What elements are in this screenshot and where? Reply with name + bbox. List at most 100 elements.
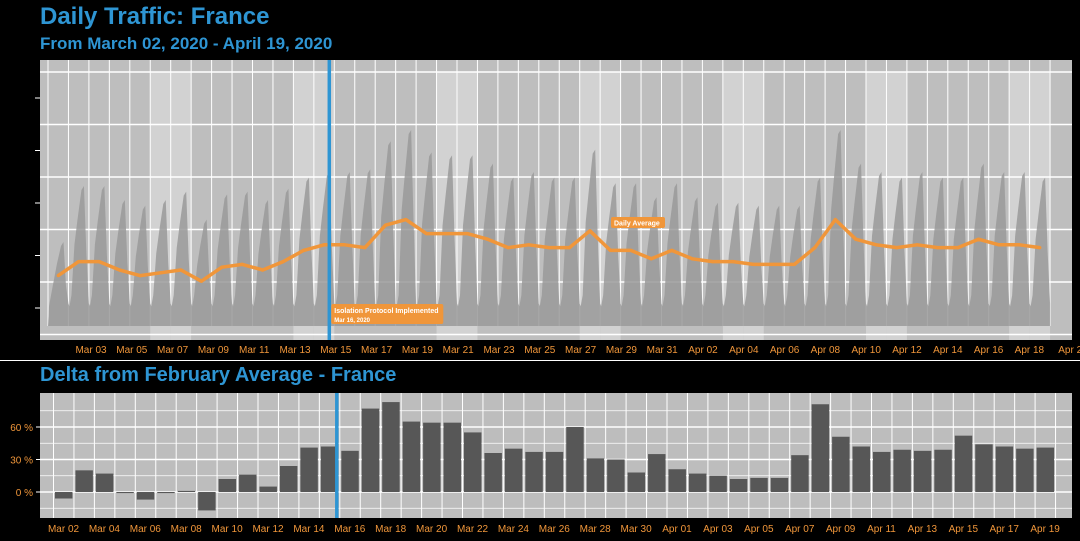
x-tick-label: Mar 03	[75, 345, 107, 356]
delta-bar	[402, 421, 421, 492]
delta-x-tick-label: Mar 06	[130, 524, 162, 535]
daily-average-label-box	[611, 217, 665, 228]
daily-average-point	[117, 268, 122, 272]
daily-average-point	[608, 248, 612, 252]
x-tick-label: Apr 16	[974, 345, 1004, 356]
delta-y-tick-label: 60 %	[10, 423, 33, 434]
delta-bar	[116, 492, 134, 494]
delta-bar	[913, 450, 932, 492]
delta-bar	[464, 432, 482, 492]
daily-average-point	[302, 248, 306, 252]
daily-average-point	[424, 232, 428, 236]
daily-average-point	[486, 237, 490, 241]
daily-average-point	[261, 268, 265, 272]
daily-average-point	[772, 262, 776, 266]
daily-average-point	[895, 246, 899, 250]
x-tick-label: Apr 14	[933, 345, 963, 356]
delta-x-tick-label: Mar 14	[293, 524, 325, 535]
delta-bar	[177, 490, 196, 492]
daily-average-point	[629, 248, 633, 252]
delta-bar	[545, 451, 564, 492]
daily-average-point	[199, 279, 203, 283]
x-tick-label: Mar 23	[483, 345, 515, 356]
delta-bar	[341, 450, 359, 492]
daily-average-point	[1017, 243, 1021, 247]
daily-average-point	[588, 229, 592, 233]
daily-average-point	[711, 260, 715, 264]
delta-bar	[504, 448, 523, 492]
delta-x-tick-label: Mar 16	[334, 524, 366, 535]
x-tick-label: Apr 12	[892, 345, 922, 356]
delta-x-tick-label: Apr 07	[785, 524, 815, 535]
x-tick-label: Mar 21	[443, 345, 475, 356]
daily-average-point	[547, 246, 551, 250]
daily-average-point	[322, 243, 326, 247]
delta-x-tick-label: Apr 05	[744, 524, 774, 535]
x-tick-label: Apr 04	[729, 345, 759, 356]
delta-bar	[873, 451, 891, 492]
delta-bar	[648, 454, 666, 492]
panel-divider	[0, 360, 1080, 361]
daily-average-point	[1038, 246, 1042, 250]
isolation-annotation-label: Isolation Protocol Implemented	[334, 308, 438, 315]
daily-average-point	[567, 246, 572, 250]
delta-bar	[586, 458, 605, 492]
delta-bar	[627, 472, 646, 492]
delta-x-tick-label: Mar 24	[498, 524, 530, 535]
x-tick-label: Mar 13	[279, 345, 311, 356]
x-tick-label: Mar 09	[198, 345, 230, 356]
daily-average-point	[874, 243, 878, 247]
delta-bar	[361, 408, 380, 492]
daily-average-point	[854, 237, 858, 241]
daily-average-point	[813, 246, 817, 250]
delta-bar	[136, 492, 155, 500]
delta-bar	[300, 447, 318, 492]
daily-average-point	[342, 243, 347, 247]
delta-bar	[279, 466, 298, 492]
delta-y-tick-label: 0 %	[16, 488, 33, 499]
daily-average-point	[404, 218, 408, 222]
delta-bar	[484, 453, 502, 492]
daily-average-point	[158, 271, 163, 275]
delta-bar	[832, 436, 850, 492]
daily-average-point	[976, 237, 981, 241]
delta-bar	[443, 422, 461, 492]
daily-average-point	[220, 265, 224, 269]
isolation-annotation-date: Mar 16, 2020	[334, 318, 370, 324]
delta-bar	[709, 475, 727, 492]
daily-average-point	[792, 262, 797, 266]
delta-x-tick-label: Apr 19	[1030, 524, 1060, 535]
delta-x-tick-label: Mar 08	[171, 524, 203, 535]
delta-chart-title: Delta from February Average - France	[40, 364, 397, 386]
delta-x-tick-label: Mar 20	[416, 524, 448, 535]
delta-bar	[55, 492, 73, 499]
delta-bar	[954, 435, 973, 492]
delta-x-tick-label: Apr 03	[703, 524, 733, 535]
delta-x-tick-label: Mar 26	[539, 524, 571, 535]
x-tick-label: Mar 31	[647, 345, 679, 356]
daily-average-point	[465, 232, 469, 236]
daily-average-point	[731, 260, 735, 264]
daily-average-point	[240, 262, 244, 266]
delta-bar	[259, 486, 277, 492]
chart-title: Daily Traffic: France	[40, 3, 270, 30]
delta-y-tick-label: 30 %	[10, 456, 33, 467]
delta-x-tick-label: Apr 09	[826, 524, 856, 535]
delta-bar	[770, 477, 789, 492]
x-tick-label: Apr 02	[688, 345, 718, 356]
delta-bar	[75, 470, 93, 492]
delta-bar	[1036, 447, 1055, 492]
x-tick-label: Mar 11	[239, 345, 270, 356]
daily-average-point	[138, 274, 142, 278]
delta-bar	[934, 449, 952, 492]
daily-average-point	[56, 274, 60, 278]
delta-bar	[688, 473, 707, 492]
daily-average-point	[670, 248, 674, 252]
hourly-traffic-area	[48, 130, 1051, 326]
delta-x-tick-label: Apr 13	[908, 524, 938, 535]
delta-x-tick-label: Apr 11	[867, 524, 896, 535]
delta-bar	[525, 451, 543, 492]
delta-bar	[423, 422, 441, 492]
daily-average-point	[281, 260, 285, 264]
daily-average-label: Daily Average	[614, 221, 660, 228]
